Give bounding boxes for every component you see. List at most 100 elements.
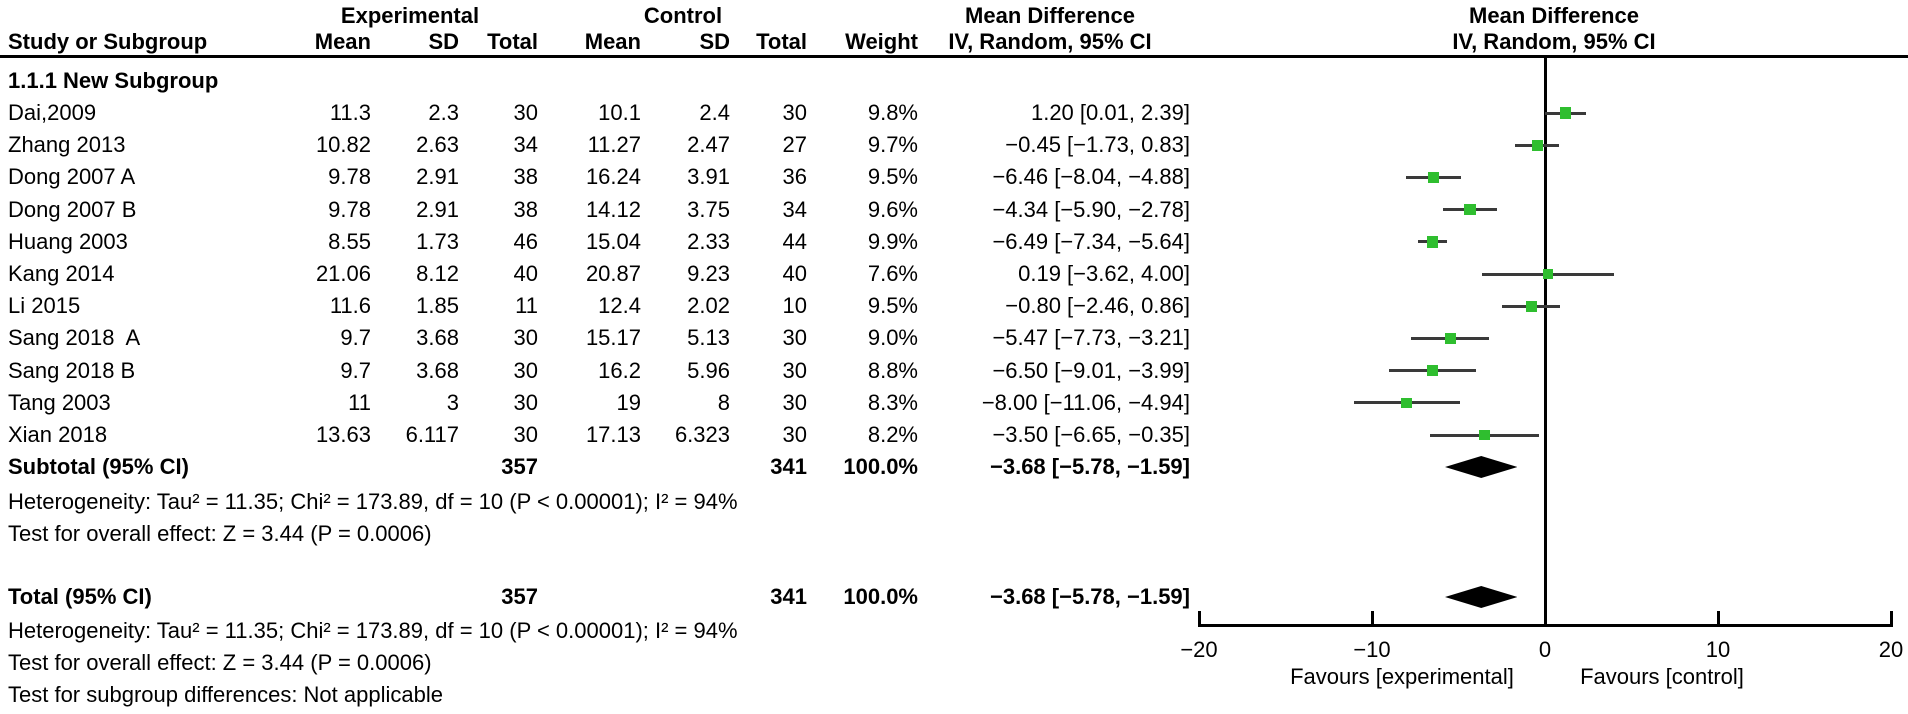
subtotal-label: Subtotal (95% CI) <box>8 454 189 479</box>
ctrl-mean-cell: 17.13 <box>585 422 641 447</box>
exp-sd-cell: 3 <box>446 389 459 415</box>
favours-experimental-label: Favours [experimental] <box>1290 664 1514 689</box>
ctrl-total-cell: 30 <box>782 100 807 125</box>
zero-line <box>1544 58 1547 627</box>
exp-total-header: Total <box>487 29 538 54</box>
tick-label: 0 <box>1538 637 1552 662</box>
effect-square <box>1464 203 1476 216</box>
ci-text-cell: 0.19 [−3.62, 4.00] <box>1018 261 1190 286</box>
weight-cell: 7.6% <box>867 261 918 286</box>
ctrl-sd-cell: 3.91 <box>687 164 730 190</box>
ctrl-total-cell: 36 <box>782 164 807 190</box>
ci-text-cell: −3.50 [−6.65, −0.35] <box>992 422 1190 447</box>
ctrl-sd-cell: 5.96 <box>687 357 730 383</box>
effect-square <box>1560 107 1572 119</box>
total-ci-text: −3.68 [−5.78, −1.59] <box>990 584 1190 609</box>
weight-cell: 9.8% <box>867 100 918 125</box>
favours-control-label: Favours [control] <box>1580 664 1744 689</box>
weight-cell: 8.2% <box>867 422 918 447</box>
study-name: Li 2015 <box>8 293 81 319</box>
ctrl-sd-cell: 8 <box>717 389 730 415</box>
header-separator-line <box>0 55 1908 58</box>
axis-tick <box>1890 611 1893 627</box>
ctrl-total-cell: 44 <box>782 228 807 254</box>
exp-total-cell: 30 <box>513 422 538 447</box>
exp-mean-cell: 13.63 <box>315 422 371 447</box>
ci-text-cell: 1.20 [0.01, 2.39] <box>1030 100 1190 125</box>
exp-sd-cell: 6.117 <box>405 422 459 447</box>
weight-header: Weight <box>845 29 918 54</box>
exp-total-cell: 11 <box>515 293 538 319</box>
ctrl-mean-cell: 15.04 <box>585 228 641 254</box>
tick-label: −20 <box>1180 637 1218 662</box>
ctrl-total-cell: 30 <box>782 325 807 351</box>
total-overall-effect-text: Test for overall effect: Z = 3.44 (P = 0… <box>8 650 432 675</box>
exp-total-cell: 34 <box>513 132 538 158</box>
ctrl-sd-cell: 6.323 <box>674 422 730 447</box>
total-ctrl-total: 341 <box>770 584 807 609</box>
effect-square <box>1427 365 1438 376</box>
exp-total-cell: 40 <box>513 261 538 286</box>
weight-cell: 9.6% <box>867 196 918 222</box>
study-name: Huang 2003 <box>8 228 128 254</box>
weight-cell: 9.7% <box>867 132 918 158</box>
effect-column-title: Mean Difference <box>965 3 1135 28</box>
ctrl-mean-cell: 14.12 <box>585 196 641 222</box>
ctrl-mean-cell: 10.1 <box>598 100 641 125</box>
exp-mean-cell: 11.3 <box>329 100 371 125</box>
study-name: Dong 2007 A <box>8 164 136 190</box>
ci-text-cell: −4.34 [−5.90, −2.78] <box>992 196 1190 222</box>
ctrl-total-cell: 30 <box>782 357 807 383</box>
exp-sd-header: SD <box>428 29 459 54</box>
subtotal-overall-effect-text: Test for overall effect: Z = 3.44 (P = 0… <box>8 521 432 546</box>
subtotal-exp-total: 357 <box>501 454 538 479</box>
ctrl-sd-cell: 2.02 <box>687 293 730 319</box>
exp-mean-cell: 21.06 <box>315 261 371 286</box>
tick-label: −10 <box>1353 637 1391 662</box>
ctrl-total-header: Total <box>756 29 807 54</box>
exp-total-cell: 30 <box>513 100 538 125</box>
effect-square <box>1444 332 1456 344</box>
exp-sd-cell: 2.91 <box>416 164 459 190</box>
ci-text-cell: −8.00 [−11.06, −4.94] <box>981 389 1190 415</box>
effect-column-subtitle: IV, Random, 95% CI <box>948 29 1152 54</box>
exp-sd-cell: 8.12 <box>416 261 459 286</box>
exp-sd-cell: 2.63 <box>416 132 459 158</box>
weight-cell: 9.0% <box>867 325 918 351</box>
exp-mean-cell: 10.82 <box>315 132 371 158</box>
subtotal-weight: 100.0% <box>843 454 918 479</box>
ctrl-total-cell: 27 <box>782 132 807 158</box>
exp-total-cell: 46 <box>513 228 538 254</box>
effect-square <box>1543 268 1554 280</box>
ci-text-cell: −0.80 [−2.46, 0.86] <box>1005 293 1190 319</box>
subgroup-label: 1.1.1 New Subgroup <box>8 68 219 93</box>
total-row-label: Total (95% CI) <box>8 584 152 609</box>
exp-total-cell: 30 <box>513 357 538 383</box>
ci-text-cell: −5.47 [−7.73, −3.21] <box>992 325 1190 351</box>
ctrl-total-cell: 40 <box>782 261 807 286</box>
exp-mean-cell: 9.7 <box>340 357 371 383</box>
tick-label: 10 <box>1705 637 1731 662</box>
ctrl-total-cell: 30 <box>782 389 807 415</box>
exp-mean-cell: 11 <box>348 389 371 415</box>
subtotal-heterogeneity-text: Heterogeneity: Tau² = 11.35; Chi² = 173.… <box>8 489 738 514</box>
study-name: Dong 2007 B <box>8 196 137 222</box>
exp-sd-cell: 3.68 <box>416 325 459 351</box>
subtotal-ci-text: −3.68 [−5.78, −1.59] <box>990 454 1190 479</box>
ci-text-cell: −6.46 [−8.04, −4.88] <box>992 164 1190 190</box>
exp-sd-cell: 1.73 <box>416 228 459 254</box>
exp-mean-cell: 9.78 <box>328 196 371 222</box>
study-name: Xian 2018 <box>8 422 108 447</box>
experimental-group-header: Experimental <box>340 3 480 28</box>
study-name: Zhang 2013 <box>8 132 126 158</box>
ctrl-total-cell: 30 <box>782 422 807 447</box>
exp-total-cell: 38 <box>513 196 538 222</box>
ctrl-sd-cell: 2.47 <box>687 132 730 158</box>
plot-column-title: Mean Difference <box>1469 3 1639 28</box>
ctrl-sd-cell: 9.23 <box>687 261 730 286</box>
study-name: Dai,2009 <box>8 100 97 125</box>
exp-sd-cell: 2.3 <box>428 100 459 125</box>
ctrl-total-cell: 34 <box>782 196 807 222</box>
ctrl-sd-cell: 5.13 <box>687 325 730 351</box>
total-diamond <box>1445 586 1518 608</box>
